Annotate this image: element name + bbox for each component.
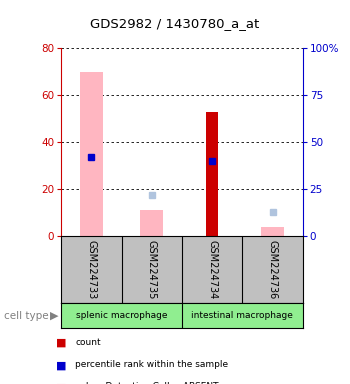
Text: intestinal macrophage: intestinal macrophage xyxy=(191,311,293,320)
Text: GSM224734: GSM224734 xyxy=(207,240,217,299)
Text: GSM224733: GSM224733 xyxy=(86,240,97,299)
Text: cell type: cell type xyxy=(4,311,48,321)
Bar xyxy=(206,111,218,236)
Bar xyxy=(80,71,103,236)
Text: ■: ■ xyxy=(56,360,66,370)
Text: percentile rank within the sample: percentile rank within the sample xyxy=(75,360,228,369)
Text: ■: ■ xyxy=(56,338,66,348)
Text: GSM224735: GSM224735 xyxy=(147,240,157,299)
Bar xyxy=(261,227,284,236)
Text: ▶: ▶ xyxy=(50,311,58,321)
Text: count: count xyxy=(75,338,101,347)
Bar xyxy=(140,210,163,236)
Text: GDS2982 / 1430780_a_at: GDS2982 / 1430780_a_at xyxy=(90,17,260,30)
Text: ■: ■ xyxy=(56,382,66,384)
Text: GSM224736: GSM224736 xyxy=(267,240,278,299)
Text: value, Detection Call = ABSENT: value, Detection Call = ABSENT xyxy=(75,382,219,384)
Text: splenic macrophage: splenic macrophage xyxy=(76,311,167,320)
